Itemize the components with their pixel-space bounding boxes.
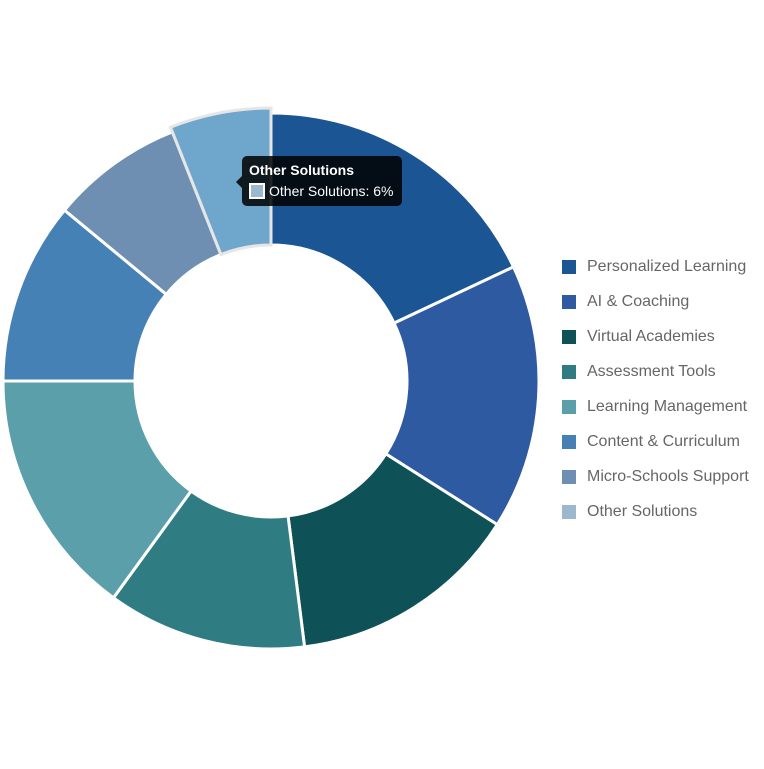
- tooltip-title: Other Solutions: [249, 162, 354, 178]
- legend-swatch: [562, 364, 576, 379]
- legend-label: Other Solutions: [587, 502, 698, 520]
- legend-label: Personalized Learning: [587, 257, 747, 275]
- legend-swatch: [562, 434, 576, 449]
- tooltip-body: Other Solutions: 6%: [249, 183, 394, 199]
- legend-item[interactable]: Content & Curriculum: [562, 424, 749, 459]
- legend-item[interactable]: Assessment Tools: [562, 354, 749, 389]
- chart-tooltip: Other Solutions Other Solutions: 6%: [236, 156, 402, 206]
- legend-item[interactable]: Learning Management: [562, 389, 749, 424]
- legend-swatch: [562, 329, 576, 344]
- legend-item[interactable]: Virtual Academies: [562, 319, 749, 354]
- legend-label: AI & Coaching: [587, 292, 690, 310]
- legend-label: Assessment Tools: [587, 362, 716, 380]
- doughnut-slice-virtual-academies[interactable]: [286, 451, 500, 649]
- tooltip-swatch: [249, 183, 265, 199]
- legend-label: Learning Management: [587, 397, 748, 415]
- legend-item[interactable]: Micro-Schools Support: [562, 459, 749, 494]
- chart-legend: Personalized Learning AI & Coaching Virtua…: [562, 249, 749, 529]
- doughnut-slice-ai-coaching[interactable]: [383, 264, 541, 527]
- legend-item[interactable]: Personalized Learning: [562, 249, 749, 284]
- doughnut-slice-other-solutions[interactable]: [168, 106, 273, 257]
- legend-label: Virtual Academies: [587, 327, 715, 345]
- legend-swatch: [562, 259, 576, 274]
- tooltip-text: Other Solutions: 6%: [269, 183, 394, 199]
- legend-swatch: [562, 504, 576, 519]
- legend-label: Micro-Schools Support: [587, 467, 749, 485]
- legend-swatch: [562, 294, 576, 309]
- doughnut-slice-learning-management[interactable]: [1, 379, 194, 600]
- legend-swatch: [562, 399, 576, 414]
- legend-item[interactable]: Other Solutions: [562, 494, 749, 529]
- legend-item[interactable]: AI & Coaching: [562, 284, 749, 319]
- legend-swatch: [562, 469, 576, 484]
- legend-label: Content & Curriculum: [587, 432, 740, 450]
